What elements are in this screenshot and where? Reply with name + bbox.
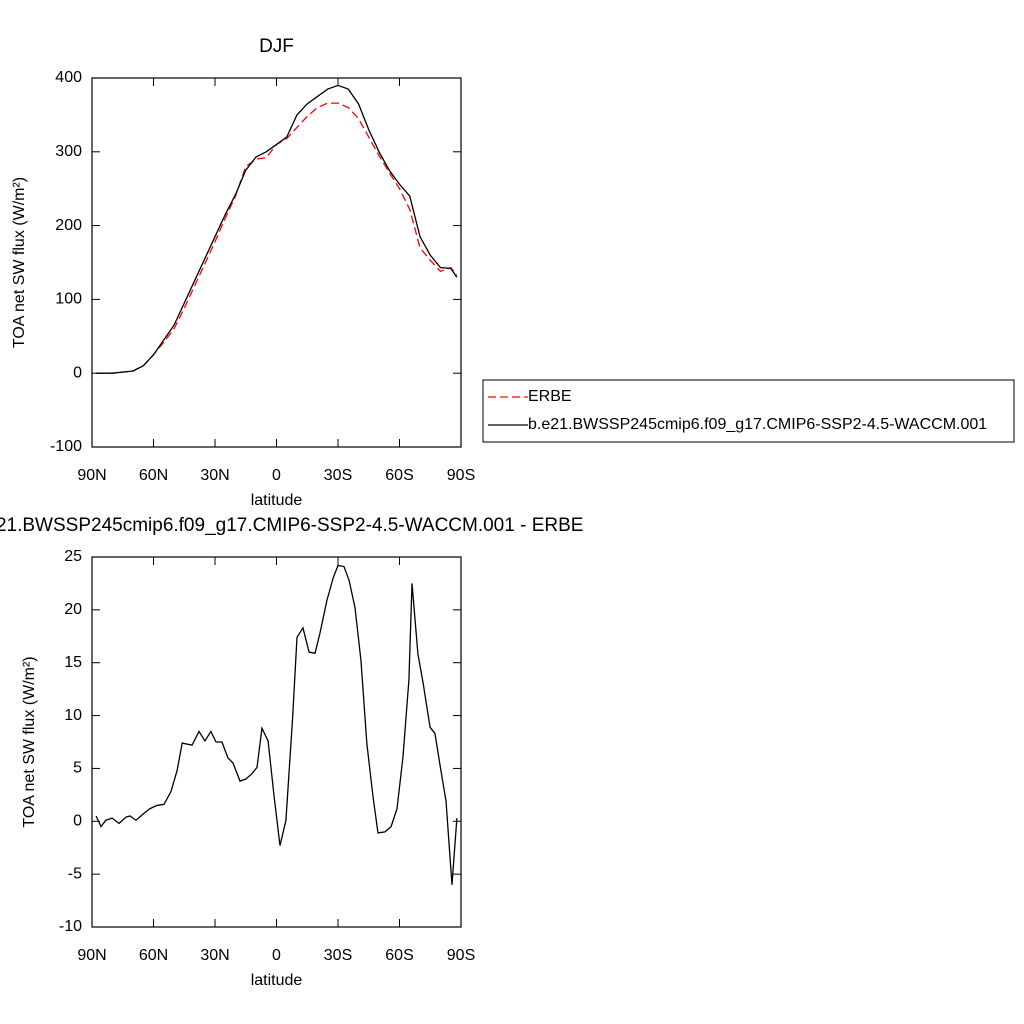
y-tick-label: 0: [73, 364, 82, 381]
x-tick-label: 30N: [200, 467, 229, 484]
x-tick-label: 0: [272, 947, 281, 964]
y-tick-label: 5: [73, 760, 82, 777]
y-tick-label: 300: [55, 143, 82, 160]
x-tick-label: 90S: [447, 467, 475, 484]
x-axis-label: latitude: [251, 492, 303, 509]
x-tick-label: 30N: [200, 947, 229, 964]
y-axis-label: TOA net SW flux (W/m²): [21, 656, 38, 827]
legend-box: [482, 379, 1015, 443]
x-tick-label: 90N: [77, 467, 106, 484]
y-tick-label: 20: [64, 601, 82, 618]
x-tick-label: 90N: [77, 947, 106, 964]
legend-label: b.e21.BWSSP245cmip6.f09_g17.CMIP6-SSP2-4…: [528, 416, 987, 433]
y-axis-label: TOA net SW flux (W/m²): [11, 177, 28, 348]
x-tick-label: 30S: [324, 467, 352, 484]
chart-title: b.e21.BWSSP245cmip6.f09_g17.CMIP6-SSP2-4…: [0, 515, 583, 536]
x-tick-label: 90S: [447, 947, 475, 964]
y-tick-label: 25: [64, 548, 82, 565]
y-tick-label: 10: [64, 707, 82, 724]
x-tick-label: 60N: [139, 947, 168, 964]
legend-label: ERBE: [528, 388, 572, 405]
y-tick-label: 15: [64, 654, 82, 671]
plot-frame: [91, 77, 462, 448]
chart-title: DJF: [259, 36, 294, 57]
x-axis-label: latitude: [251, 972, 303, 989]
x-tick-label: 60S: [385, 467, 413, 484]
x-tick-label: 0: [272, 467, 281, 484]
y-tick-label: -5: [68, 865, 82, 882]
x-tick-label: 60N: [139, 467, 168, 484]
x-tick-label: 60S: [385, 947, 413, 964]
data-line: [96, 102, 458, 374]
data-line: [95, 564, 458, 885]
y-tick-label: -100: [50, 438, 82, 455]
plot-frame: [91, 556, 462, 928]
y-tick-label: -10: [59, 918, 82, 935]
y-tick-label: 400: [55, 69, 82, 86]
data-line: [96, 84, 458, 374]
y-tick-label: 100: [55, 291, 82, 308]
x-tick-label: 30S: [324, 947, 352, 964]
y-tick-label: 0: [73, 813, 82, 830]
y-tick-label: 200: [55, 217, 82, 234]
